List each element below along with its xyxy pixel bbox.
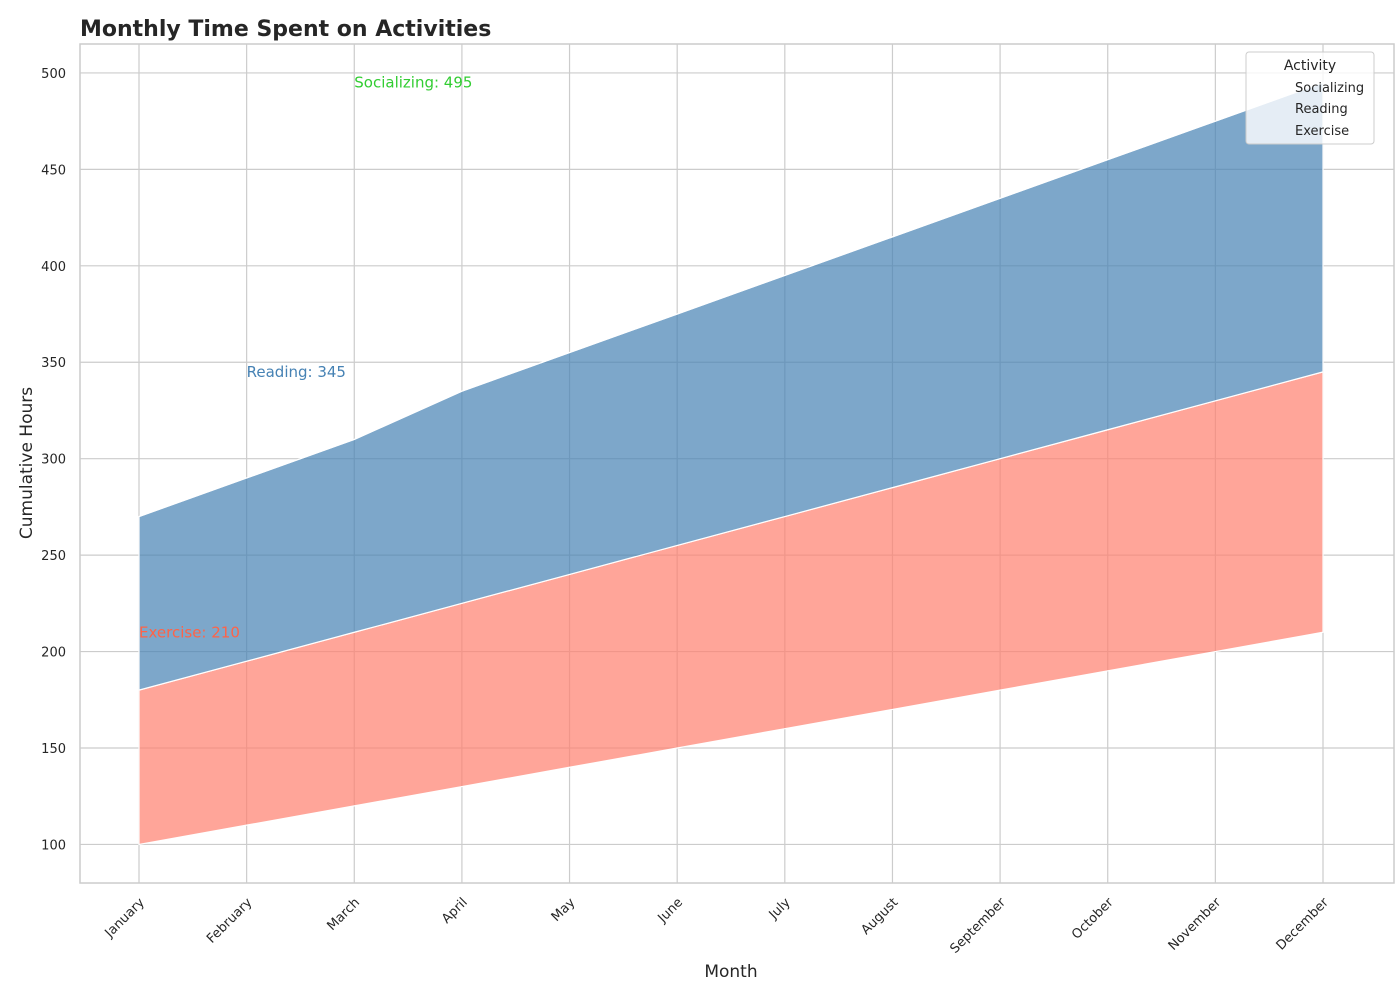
y-tick-label: 500 (41, 67, 66, 82)
legend: Activity Socializing Reading Exercise (1245, 51, 1375, 145)
plot-frame (79, 43, 1395, 884)
legend-box (1245, 51, 1375, 145)
x-tick-label: October (1069, 895, 1117, 943)
y-tick-label: 100 (41, 838, 66, 853)
x-tick-label: April (439, 895, 471, 927)
x-tick-label: November (1166, 895, 1225, 954)
x-tick-label: May (549, 895, 579, 925)
y-tick-label: 300 (41, 453, 66, 468)
annotation-label: Socializing: 495 (354, 74, 472, 92)
y-tick-label: 350 (41, 356, 66, 371)
plot-areas (138, 81, 1324, 846)
legend-title: Activity (1284, 58, 1336, 74)
y-ticks: 100 150 200 250 300 350 400 450 500 (41, 67, 66, 853)
x-tick-label: February (204, 895, 256, 947)
y-axis-title: Cumulative Hours (17, 387, 37, 539)
annotation-label: Reading: 345 (247, 363, 346, 381)
y-tick-label: 400 (41, 260, 66, 275)
x-tick-label: March (324, 895, 363, 934)
x-tick-label: July (766, 895, 794, 923)
x-axis-title: Month (704, 962, 757, 982)
chart-title: Monthly Time Spent on Activities (80, 17, 491, 42)
y-tick-label: 150 (41, 742, 66, 757)
annotations: Exercise: 210 Reading: 345 Socializing: 49… (139, 74, 472, 642)
x-tick-label: August (859, 895, 902, 938)
legend-entry: Exercise (1295, 124, 1349, 139)
x-tick-label: December (1274, 895, 1333, 954)
legend-entry: Reading (1295, 102, 1348, 117)
x-ticks: January February March April May June July Augu… (102, 895, 1333, 957)
y-tick-label: 250 (41, 549, 66, 564)
annotation-label: Exercise: 210 (139, 623, 240, 641)
x-tick-label: January (102, 895, 148, 941)
x-tick-label: September (948, 895, 1010, 957)
y-tick-label: 200 (41, 646, 66, 661)
x-tick-label: June (655, 895, 686, 926)
y-tick-label: 450 (41, 163, 66, 178)
legend-entry: Socializing (1295, 81, 1364, 96)
